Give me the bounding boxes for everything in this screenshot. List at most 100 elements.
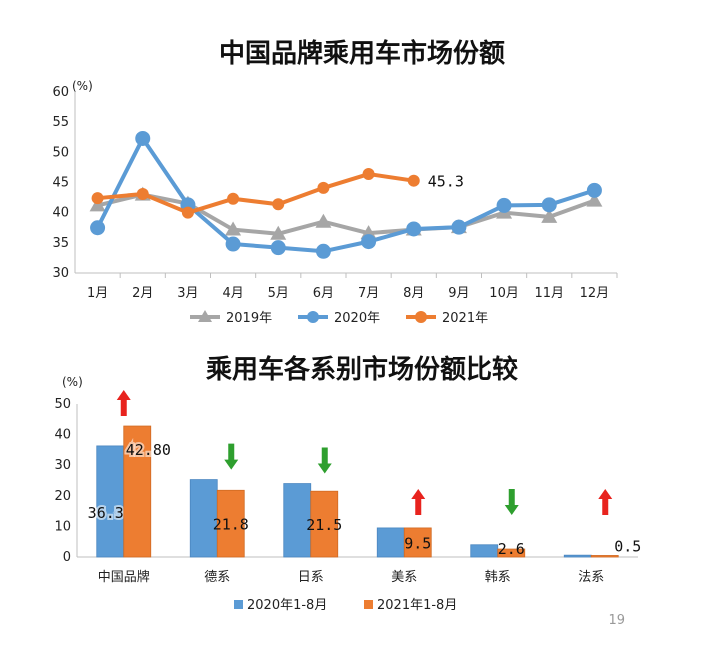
bar-category-label: 美系 [391,570,417,585]
line-chart-y-tick: 50 [52,145,69,160]
bar-data-label: 2.6 [498,540,525,558]
bar-data-label: 21.8 [213,516,249,534]
line-point-2021年 [91,192,104,205]
line-chart-x-tick: 7月 [358,286,379,301]
bar-category-label: 中国品牌 [98,569,150,585]
bar-data-label: 0.5 [614,537,641,555]
line-chart-y-tick: 35 [52,236,69,251]
bar-chart: 0 10 20 30 40 50 36.30 42.80 中国品牌 21.8 德系 21.5 日系 9.5… [54,390,641,613]
bar-2021年1-8月 [590,555,619,558]
bar-2020年1-8月 [563,554,592,558]
line-legend-marker [415,311,427,323]
bar-data-label: 21.5 [306,516,342,534]
bar-chart-y-tick: 10 [54,519,71,534]
line-point-2021年 [227,192,240,205]
line-point-2020年 [541,197,557,213]
bar-chart-y-tick: 20 [54,489,71,504]
bar-data-label: 9.5 [404,534,431,552]
up-arrow-icon [411,489,426,515]
bar-data-label: 36.30 [88,504,133,522]
line-point-2020年 [451,219,467,235]
line-annotation: 45.3 [428,173,464,191]
bar-chart-title: 乘用车各系别市场份额比较 [205,354,518,385]
line-point-2020年 [135,130,151,146]
line-point-2020年 [90,220,106,236]
line-chart-unit-label: (%) [72,79,93,93]
line-point-2019年 [225,221,242,236]
up-arrow-icon [598,489,613,515]
line-point-2021年 [317,181,330,194]
line-series-2019年 [97,192,596,236]
bar-2020年1-8月 [470,544,499,558]
bar-legend-label: 2021年1-8月 [377,598,457,613]
bar-category-label: 德系 [204,570,230,585]
line-chart-y-tick: 60 [52,85,69,100]
line-point-2020年 [270,240,286,256]
line-point-2020年 [586,182,602,198]
line-point-2019年 [315,213,332,228]
bar-chart-y-tick: 50 [54,397,71,412]
bar-legend-label: 2020年1-8月 [247,598,327,613]
line-legend-marker [198,310,212,322]
bar-chart-y-tick: 0 [63,550,71,565]
line-point-2021年 [407,174,420,187]
down-arrow-icon [317,447,332,474]
line-legend-marker [307,311,319,323]
line-chart: 30 35 40 45 50 55 60 1月 2月 3月 4月 5月 6月 7月 8月 9月 10月 11月 12… [52,85,618,326]
line-legend-label: 2021年 [442,311,488,326]
line-chart-y-tick: 40 [52,206,69,221]
line-point-2021年 [272,198,285,211]
bar-2021年1-8月 [403,527,432,558]
bar-category-label: 法系 [578,570,604,585]
page-number: 19 [608,613,625,628]
line-legend-label: 2020年 [334,311,380,326]
bar-category-label: 日系 [298,570,324,585]
bar-legend-swatch [234,600,243,609]
line-chart-y-tick: 45 [52,176,69,191]
line-point-2021年 [362,168,375,181]
bar-2020年1-8月 [96,445,125,558]
bar-data-label: 42.80 [126,441,171,459]
line-legend-label: 2019年 [226,311,272,326]
up-arrow-icon [116,390,131,417]
line-chart-title: 中国品牌乘用车市场份额 [219,38,505,69]
line-series-2020年 [95,136,596,254]
line-chart-x-tick: 2月 [132,286,153,301]
bar-2020年1-8月 [376,527,405,558]
line-point-2019年 [89,197,106,212]
line-point-2021年 [181,206,194,219]
down-arrow-icon [224,443,239,470]
line-chart-x-tick: 5月 [268,286,289,301]
line-point-2020年 [496,197,512,213]
bar-chart-y-tick: 40 [54,428,71,443]
line-point-2019年 [586,192,603,207]
line-chart-x-tick: 1月 [87,286,108,301]
line-point-2019年 [270,225,287,240]
bar-chart-y-tick: 30 [54,458,71,473]
line-chart-x-tick: 11月 [534,286,564,301]
line-chart-x-tick: 12月 [580,286,610,301]
line-chart-x-tick: 9月 [448,286,469,301]
line-point-2019年 [541,208,558,223]
line-chart-y-tick: 55 [52,115,69,130]
line-chart-x-tick: 6月 [313,286,334,301]
bar-2021年1-8月 [123,425,152,558]
line-point-2021年 [136,187,149,200]
bar-legend-swatch [364,600,373,609]
line-series-2021年 [97,172,415,215]
bar-2020年1-8月 [283,483,312,558]
line-point-2020年 [225,236,241,252]
line-point-2020年 [406,221,422,237]
line-chart-x-tick: 10月 [489,286,519,301]
line-chart-x-tick: 3月 [177,286,198,301]
line-chart-x-tick: 8月 [403,286,424,301]
bar-2021年1-8月 [497,548,526,558]
line-chart-x-tick: 4月 [222,286,243,301]
bar-2021年1-8月 [216,489,245,558]
line-chart-y-tick: 30 [52,266,69,281]
bar-2021年1-8月 [310,490,339,558]
bar-chart-unit-label: (%) [62,375,83,389]
line-point-2020年 [315,243,331,259]
down-arrow-icon [504,489,519,515]
